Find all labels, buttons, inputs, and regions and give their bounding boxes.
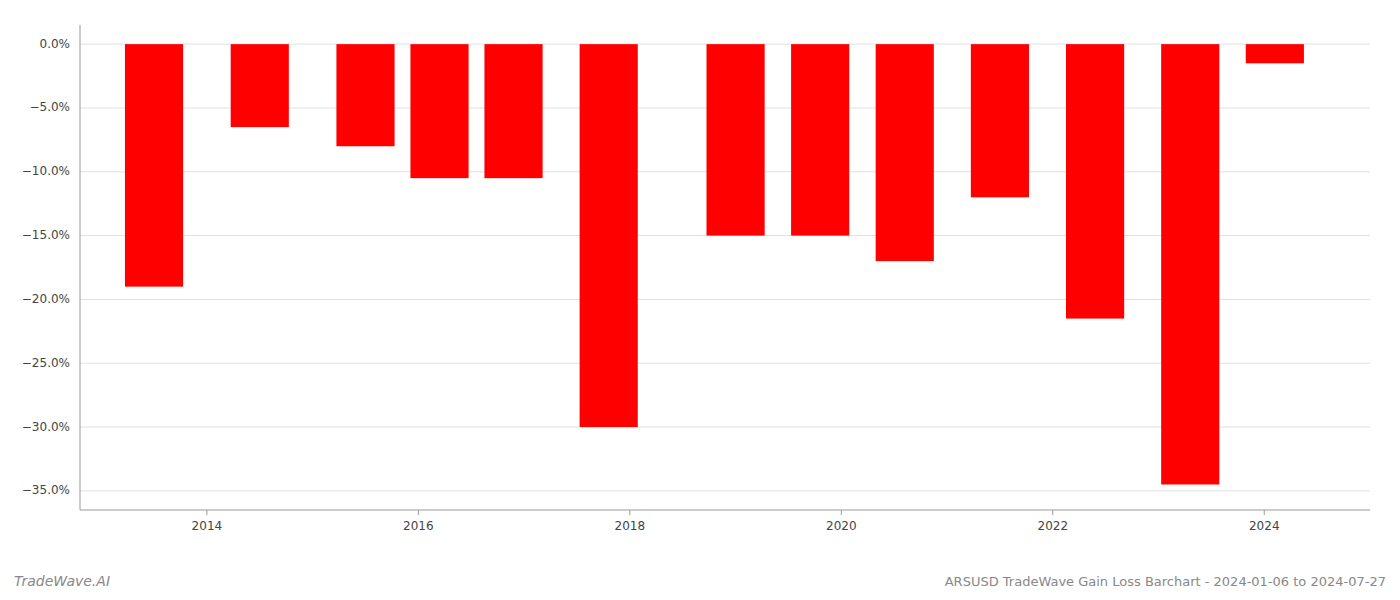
- y-tick-label: −20.0%: [22, 292, 70, 306]
- x-tick: [418, 510, 419, 515]
- y-tick-label: 0.0%: [40, 37, 71, 51]
- y-tick-label: −15.0%: [22, 228, 70, 242]
- x-tick-label: 2022: [1038, 519, 1069, 533]
- bar: [971, 44, 1029, 197]
- y-axis-line: [80, 25, 81, 510]
- y-grid: [80, 44, 1370, 491]
- x-tick-label: 2018: [615, 519, 646, 533]
- y-tick-label: −10.0%: [22, 164, 70, 178]
- bar: [484, 44, 542, 178]
- bar: [410, 44, 468, 178]
- bar: [706, 44, 764, 235]
- chart: 0.0% −5.0% −10.0% −15.0% −20.0% −25.0% −30.0% −…: [0, 0, 1400, 600]
- background: [0, 0, 1400, 600]
- bar: [791, 44, 849, 235]
- x-tick-label: 2016: [403, 519, 434, 533]
- x-tick: [629, 510, 630, 515]
- x-tick-label: 2020: [826, 519, 857, 533]
- x-tick-label: 2024: [1249, 519, 1280, 533]
- bar: [336, 44, 394, 146]
- y-tick-label: −5.0%: [29, 100, 70, 114]
- bar: [231, 44, 289, 127]
- x-tick: [841, 510, 842, 515]
- y-tick-label: −35.0%: [22, 483, 70, 497]
- watermark: TradeWave.AI: [14, 573, 110, 589]
- y-tick-label: −25.0%: [22, 356, 70, 370]
- bar: [580, 44, 638, 427]
- x-tick: [1264, 510, 1265, 515]
- x-tick: [206, 510, 207, 515]
- grid-line: [80, 490, 1370, 491]
- bars: [125, 44, 1304, 484]
- x-tick: [1052, 510, 1053, 515]
- bar: [876, 44, 934, 261]
- bar: [1161, 44, 1219, 484]
- title: ARSUSD TradeWave Gain Loss Barchart - 20…: [945, 574, 1386, 589]
- bar: [125, 44, 183, 287]
- y-tick-label: −30.0%: [22, 420, 70, 434]
- x-tick-label: 2014: [192, 519, 223, 533]
- bar: [1246, 44, 1304, 63]
- bar: [1066, 44, 1124, 318]
- x-axis-line: [80, 510, 1370, 511]
